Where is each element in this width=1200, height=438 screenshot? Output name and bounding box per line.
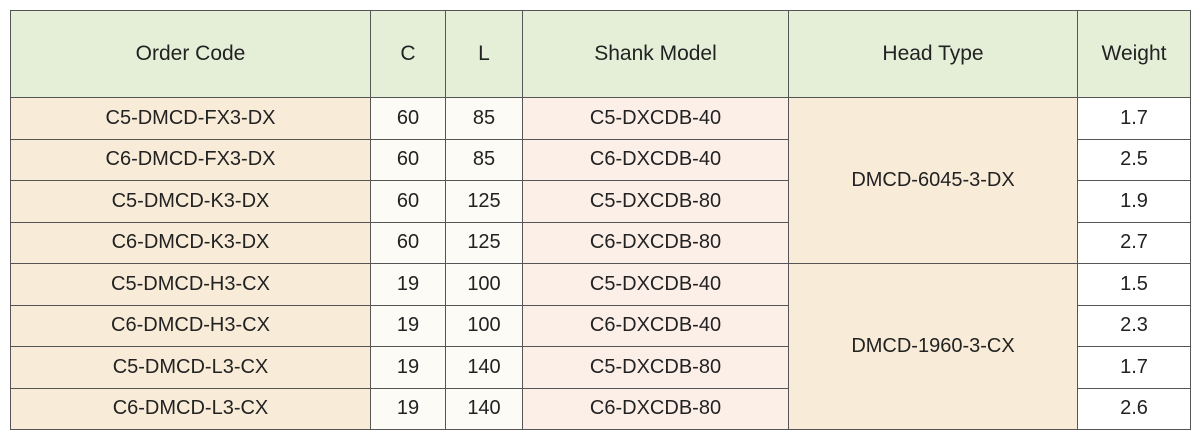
table-row: C6-DMCD-K3-DX 60 125 C6-DXCDB-80 2.7 [10, 221, 1191, 264]
table-cell: 60 [370, 221, 446, 264]
table-row: C6-DMCD-FX3-DX 60 85 C6-DXCDB-40 2.5 [10, 138, 1191, 181]
head-type-cell: DMCD-1960-3-CX [788, 263, 1078, 430]
table-row: C6-DMCD-L3-CX 19 140 C6-DXCDB-80 2.6 [10, 387, 1191, 430]
table-cell: C5-DMCD-K3-DX [10, 180, 371, 223]
table-row: C5-DMCD-H3-CX 19 100 C5-DXCDB-40 DMCD-1960-3… [10, 263, 1191, 430]
table-cell: 19 [370, 263, 446, 306]
table-cell: 100 [445, 263, 523, 306]
header-cell: L [445, 10, 523, 98]
table-cell: C6-DXCDB-80 [522, 387, 789, 430]
table-cell: 60 [370, 138, 446, 181]
table-cell: 125 [445, 180, 523, 223]
table-cell: C6-DMCD-FX3-DX [10, 138, 371, 181]
weight-cell: 1.7 [1077, 346, 1191, 389]
table-cell: C6-DMCD-H3-CX [10, 304, 371, 347]
table-cell: C5-DMCD-FX3-DX [10, 97, 371, 140]
table-cell: C5-DMCD-L3-CX [10, 346, 371, 389]
table-cell: C6-DMCD-K3-DX [10, 221, 371, 264]
weight-cell: 1.7 [1077, 97, 1191, 140]
table-cell: C5-DXCDB-40 [522, 97, 789, 140]
header-cell: Order Code [10, 10, 371, 98]
table-cell: C6-DXCDB-40 [522, 138, 789, 181]
weight-cell: 2.7 [1077, 221, 1191, 264]
table-body: C5-DMCD-FX3-DX 60 85 C5-DXCDB-40 DMCD-6045-3… [10, 97, 1191, 430]
table-row: C5-DMCD-FX3-DX 60 85 C5-DXCDB-40 DMCD-6045-3… [10, 97, 1191, 264]
head-type-cell: DMCD-6045-3-DX [788, 97, 1078, 264]
table-cell: 100 [445, 304, 523, 347]
table-cell: C5-DXCDB-80 [522, 346, 789, 389]
header-row: Order Code C L Shank Model Head Type Weight [10, 10, 1191, 98]
table-cell: C6-DXCDB-80 [522, 221, 789, 264]
table-cell: C6-DMCD-L3-CX [10, 387, 371, 430]
header-cell: Head Type [788, 10, 1078, 98]
weight-cell: 2.6 [1077, 387, 1191, 430]
weight-cell: 1.9 [1077, 180, 1191, 223]
header-cell: Shank Model [522, 10, 789, 98]
table-cell: 60 [370, 97, 446, 140]
table-cell: 85 [445, 97, 523, 140]
table-cell: 85 [445, 138, 523, 181]
table-row: C6-DMCD-H3-CX 19 100 C6-DXCDB-40 2.3 [10, 304, 1191, 347]
table-cell: 19 [370, 304, 446, 347]
table-cell: 19 [370, 346, 446, 389]
table-row: C5-DMCD-K3-DX 60 125 C5-DXCDB-80 1.9 [10, 180, 1191, 223]
table-cell: C5-DXCDB-40 [522, 263, 789, 306]
table-cell: 140 [445, 346, 523, 389]
header-cell: Weight [1077, 10, 1191, 98]
spec-table: Order Code C L Shank Model Head Type Weight C… [10, 10, 1191, 430]
weight-cell: 2.5 [1077, 138, 1191, 181]
weight-cell: 2.3 [1077, 304, 1191, 347]
weight-cell: 1.5 [1077, 263, 1191, 306]
table-row: C5-DMCD-L3-CX 19 140 C5-DXCDB-80 1.7 [10, 346, 1191, 389]
table-cell: 125 [445, 221, 523, 264]
table-cell: 140 [445, 387, 523, 430]
table-cell: 60 [370, 180, 446, 223]
table-cell: 19 [370, 387, 446, 430]
header-cell: C [370, 10, 446, 98]
table-cell: C5-DMCD-H3-CX [10, 263, 371, 306]
table-cell: C6-DXCDB-40 [522, 304, 789, 347]
table-cell: C5-DXCDB-80 [522, 180, 789, 223]
